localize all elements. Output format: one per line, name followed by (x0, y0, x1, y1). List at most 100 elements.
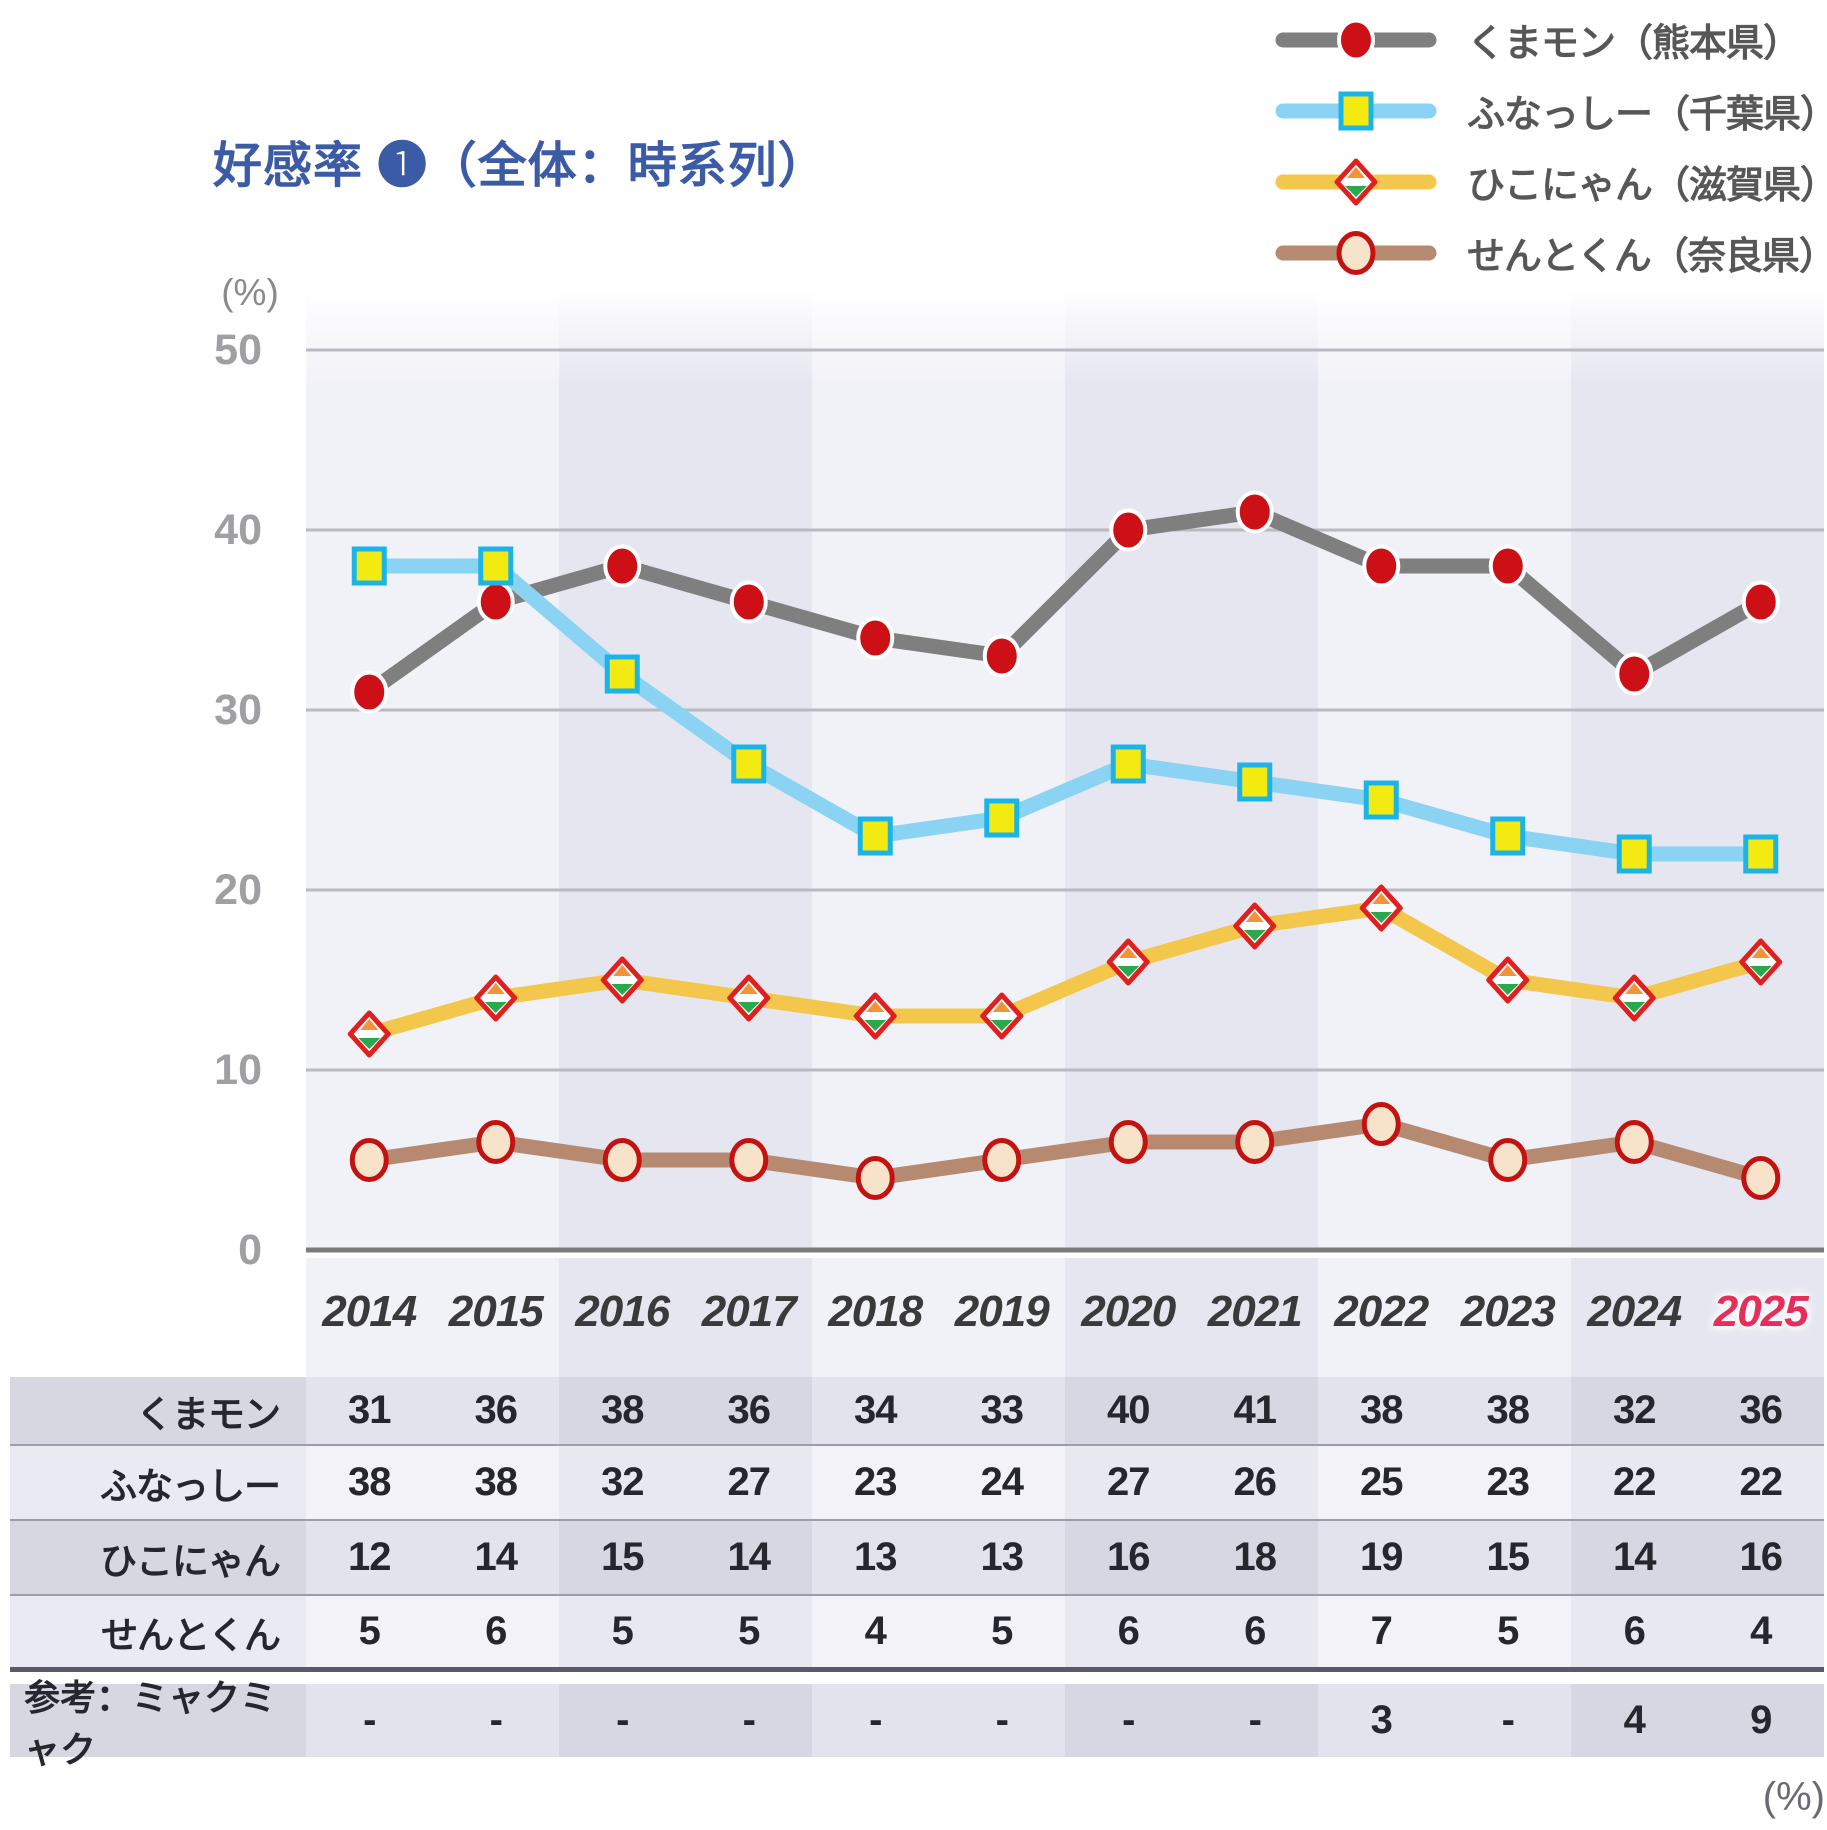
x-tick-2022: 2022 (1334, 1287, 1429, 1336)
table-separator-thick (10, 1667, 1824, 1672)
table-cell: 6 (432, 1596, 559, 1667)
table-cell: 13 (938, 1521, 1065, 1594)
table-row-label-参考：ミャクミャク: 参考：ミャクミャク (10, 1677, 306, 1770)
marker-square (731, 744, 767, 784)
table-cell: - (812, 1684, 939, 1757)
legend-label: ふなっしー（千葉県） (1467, 94, 1827, 136)
marker-ellipse (729, 580, 768, 624)
table-separator (10, 1594, 1824, 1596)
marker-ellipse (1741, 580, 1780, 624)
table-cell: 5 (685, 1596, 812, 1667)
table-cell: - (685, 1684, 812, 1757)
x-tick-2015: 2015 (448, 1287, 544, 1336)
marker-ellipse (476, 1120, 516, 1164)
table-cell: 36 (685, 1377, 812, 1444)
x-tick-2020: 2020 (1081, 1287, 1176, 1336)
table-cell: 19 (1318, 1521, 1445, 1594)
marker-square (351, 546, 387, 586)
x-tick-2018: 2018 (828, 1287, 923, 1336)
y-axis-unit-label: (%) (221, 272, 279, 313)
table-cell: 12 (306, 1521, 433, 1594)
marker-ellipse (982, 634, 1021, 678)
table-cell: 15 (1444, 1521, 1571, 1594)
marker-ellipse (1235, 1120, 1275, 1164)
table-cell: - (432, 1684, 559, 1757)
table-separator (10, 1444, 1824, 1446)
table-cell: 22 (1571, 1446, 1698, 1519)
table-cell: 31 (306, 1377, 433, 1444)
table-cell: - (1191, 1684, 1318, 1757)
table-cell: 38 (1318, 1377, 1445, 1444)
marker-ellipse (1336, 230, 1376, 275)
marker-ellipse (1108, 1120, 1148, 1164)
marker-ellipse (1488, 544, 1527, 588)
x-tick-2019: 2019 (954, 1287, 1050, 1336)
legend-label: くまモン（熊本県） (1467, 23, 1801, 65)
x-tick-2014: 2014 (322, 1287, 417, 1336)
table-cell: 16 (1065, 1521, 1192, 1594)
marker-diamond (1334, 158, 1378, 205)
gridlines (306, 348, 1824, 1072)
marker-diamond (474, 974, 518, 1022)
marker-ellipse (603, 544, 642, 588)
marker-ellipse (350, 670, 389, 714)
table-cell: 5 (306, 1596, 433, 1667)
table-cell: - (306, 1684, 433, 1757)
legend-item-ふなっしー: ふなっしー（千葉県） (1273, 75, 1827, 146)
marker-diamond (1233, 902, 1277, 950)
marker-diamond (347, 1010, 391, 1058)
table-cell: 23 (1444, 1446, 1571, 1519)
table-cell: 7 (1318, 1596, 1445, 1667)
legend-item-せんとくん: せんとくん（奈良県） (1273, 217, 1827, 288)
table-cell: 36 (1697, 1377, 1824, 1444)
series-line-ふなっしー (361, 558, 1769, 862)
table-row-label-くまモン: くまモン (10, 1377, 306, 1444)
x-tick-2021: 2021 (1207, 1287, 1303, 1336)
table-cell: 36 (432, 1377, 559, 1444)
series-markers-ふなっしー (351, 546, 1779, 874)
table-cell: - (938, 1684, 1065, 1757)
marker-ellipse (1615, 652, 1654, 696)
marker-ellipse (1362, 544, 1401, 588)
legend-sample-ふなっしー-icon (1275, 91, 1437, 130)
table-cell: 13 (812, 1521, 939, 1594)
y-tick-30: 30 (214, 686, 262, 734)
table-row-label-せんとくん: せんとくん (10, 1596, 306, 1667)
table-row-label-ふなっしー: ふなっしー (10, 1446, 306, 1519)
marker-diamond (1486, 956, 1530, 1004)
table-cell: 5 (1444, 1596, 1571, 1667)
table-cell: 26 (1191, 1446, 1318, 1519)
legend-sample-くまモン-icon (1275, 18, 1437, 61)
marker-square (478, 546, 514, 586)
table-cell: 14 (432, 1521, 559, 1594)
marker-square (604, 654, 640, 694)
x-tick-2025: 2025 (1713, 1287, 1809, 1336)
table-cell: 27 (1065, 1446, 1192, 1519)
marker-diamond (1739, 938, 1783, 986)
marker-ellipse (1614, 1120, 1654, 1164)
marker-square (1338, 91, 1374, 130)
marker-diamond (980, 992, 1024, 1040)
marker-square (1743, 834, 1779, 874)
marker-square (1616, 834, 1652, 874)
marker-ellipse (602, 1138, 642, 1182)
marker-ellipse (1361, 1102, 1401, 1146)
table-cell: 14 (685, 1521, 812, 1594)
plot-bands (306, 290, 1824, 1377)
x-tick-2017: 2017 (701, 1287, 797, 1336)
table-cell: - (1444, 1684, 1571, 1757)
marker-ellipse (1741, 1156, 1781, 1200)
table-cell: 23 (812, 1446, 939, 1519)
x-tick-2024: 2024 (1587, 1287, 1682, 1336)
marker-square (1237, 762, 1273, 802)
table-cell: 34 (812, 1377, 939, 1444)
table-cell: 5 (938, 1596, 1065, 1667)
series-markers-せんとくん (349, 1102, 1781, 1200)
marker-ellipse (476, 580, 515, 624)
table-cell: 4 (1697, 1596, 1824, 1667)
table-cell: 5 (559, 1596, 686, 1667)
marker-ellipse (982, 1138, 1022, 1182)
table-cell: 38 (559, 1377, 686, 1444)
y-tick-0: 0 (238, 1226, 262, 1274)
